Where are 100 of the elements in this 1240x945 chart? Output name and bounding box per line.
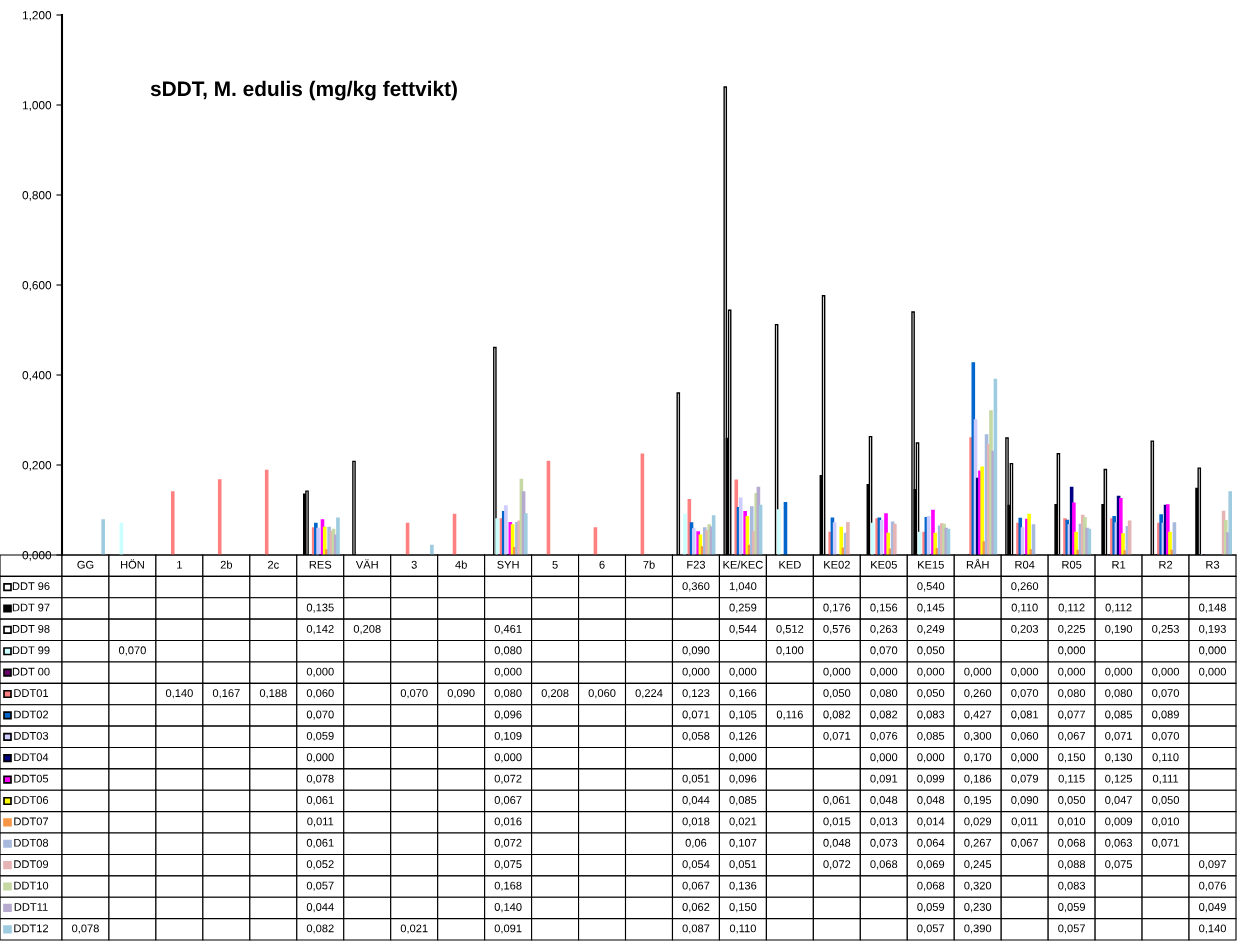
data-label: 0,000 <box>1199 667 1226 677</box>
data-label: 0,260 <box>1011 582 1039 592</box>
data-label: 0,076 <box>870 731 898 742</box>
data-label: 0,000 <box>494 753 522 763</box>
data-label: 0,070 <box>118 646 146 656</box>
data-label: 0,000 <box>823 667 851 677</box>
data-label: 0,050 <box>823 689 851 699</box>
data-label: 0,263 <box>870 624 898 635</box>
data-label: 0,082 <box>870 710 898 720</box>
data-label: 0,016 <box>494 817 522 827</box>
data-label: 0,100 <box>776 646 804 656</box>
data-label: 0,044 <box>306 903 334 913</box>
x-tick-label: R05 <box>1062 560 1082 569</box>
x-tick-label: R04 <box>1015 560 1035 569</box>
x-tick-label: 3 <box>411 560 417 569</box>
data-label: 0,083 <box>917 710 945 720</box>
data-label: 0,112 <box>1058 603 1085 613</box>
data-label: 0,070 <box>870 646 898 656</box>
data-label: 0,075 <box>1105 860 1133 870</box>
data-label: 0,068 <box>870 860 898 870</box>
x-tick-label: RÅH <box>966 558 989 569</box>
data-label: 0,000 <box>964 667 992 677</box>
data-label: 0,091 <box>494 924 522 934</box>
y-tick-label: 0,200 <box>22 461 52 471</box>
data-label: 0,073 <box>870 838 898 849</box>
data-label: 0,085 <box>1105 710 1133 720</box>
legend-label: DDT02 <box>14 710 49 719</box>
data-label: 0,107 <box>729 838 757 849</box>
x-tick-label: KED <box>779 560 801 569</box>
data-label: 0,000 <box>1199 646 1226 656</box>
data-label: 0,064 <box>917 838 945 849</box>
x-tick-label: F23 <box>687 560 706 569</box>
data-label: 0,188 <box>259 689 287 699</box>
data-label: 0,070 <box>1152 689 1180 699</box>
y-tick-label: 0,600 <box>22 281 52 291</box>
legend-label: DDT04 <box>14 753 49 762</box>
data-label: 0,000 <box>1152 667 1180 677</box>
data-label: 0,070 <box>400 689 428 699</box>
data-label: 0,000 <box>1105 667 1133 677</box>
legend-label: DDT 99 <box>12 646 50 655</box>
data-label: 0,082 <box>823 710 851 720</box>
data-label: 0,068 <box>917 881 945 891</box>
data-label: 0,166 <box>729 689 757 699</box>
legend-label: DDT 96 <box>12 582 50 591</box>
data-label: 0,150 <box>729 903 757 913</box>
data-label: 0,061 <box>823 796 851 806</box>
data-label: 0,051 <box>729 860 757 870</box>
data-label: 0,140 <box>1199 924 1226 934</box>
data-label: 0,249 <box>917 624 945 635</box>
data-label: 0,018 <box>682 817 710 827</box>
data-label: 0,427 <box>964 710 992 720</box>
x-tick-label: KE05 <box>871 560 897 569</box>
x-tick-label: KE15 <box>918 560 944 569</box>
data-label: 0,083 <box>1058 881 1086 891</box>
data-label: 0,067 <box>1058 731 1085 742</box>
data-label: 0,062 <box>682 903 710 913</box>
data-label: 0,047 <box>1105 796 1132 806</box>
data-label: 0,186 <box>964 774 992 784</box>
data-label: 0,048 <box>917 796 945 806</box>
data-label: 0,070 <box>306 710 334 720</box>
data-label: 0,000 <box>682 667 710 677</box>
data-label: 0,060 <box>306 689 334 699</box>
data-label: 0,150 <box>1058 753 1086 763</box>
data-label: 0,011 <box>307 817 334 827</box>
data-label: 0,300 <box>964 731 992 742</box>
data-label: 0,010 <box>1058 817 1086 827</box>
legend-label: DDT09 <box>14 860 49 869</box>
y-tick-label: 0,400 <box>22 371 52 381</box>
data-label: 0,000 <box>870 753 898 763</box>
data-label: 0,000 <box>917 753 945 763</box>
x-tick-label: 7b <box>643 560 655 569</box>
data-label: 0,576 <box>823 624 851 635</box>
data-label: 0,000 <box>1058 667 1086 677</box>
legend-label: DDT12 <box>14 924 49 933</box>
x-tick-label: RES <box>309 560 332 569</box>
data-label: 0,011 <box>1011 817 1038 827</box>
data-label: 0,260 <box>964 689 992 699</box>
data-label: 0,253 <box>1152 624 1179 635</box>
data-label: 0,080 <box>1058 689 1086 699</box>
text: sDDT, M. edulis (mg/kg fettvikt) <box>150 80 457 101</box>
x-tick-label: HÖN <box>121 559 144 569</box>
data-label: 0,057 <box>917 924 945 934</box>
legend-label: DDT 97 <box>12 603 50 612</box>
data-label: 0,096 <box>494 710 522 720</box>
data-label: 0,110 <box>1011 603 1038 613</box>
data-label: 0,050 <box>1152 796 1180 806</box>
data-label: 0,156 <box>870 603 898 613</box>
data-label: 0,116 <box>776 710 803 720</box>
data-label: 0,195 <box>964 796 992 806</box>
data-label: 0,000 <box>729 667 757 677</box>
legend-label: DDT06 <box>14 796 49 804</box>
data-label: 0,115 <box>1058 774 1085 784</box>
data-label: 0,109 <box>494 731 522 742</box>
data-label: 0,059 <box>917 903 945 913</box>
data-label: 0,075 <box>494 860 522 870</box>
data-label: 0,126 <box>729 731 757 742</box>
data-label: 0,135 <box>306 603 334 613</box>
data-label: 0,190 <box>1105 624 1133 635</box>
x-tick-label: 1 <box>177 560 182 569</box>
data-label: 0,060 <box>588 689 616 699</box>
